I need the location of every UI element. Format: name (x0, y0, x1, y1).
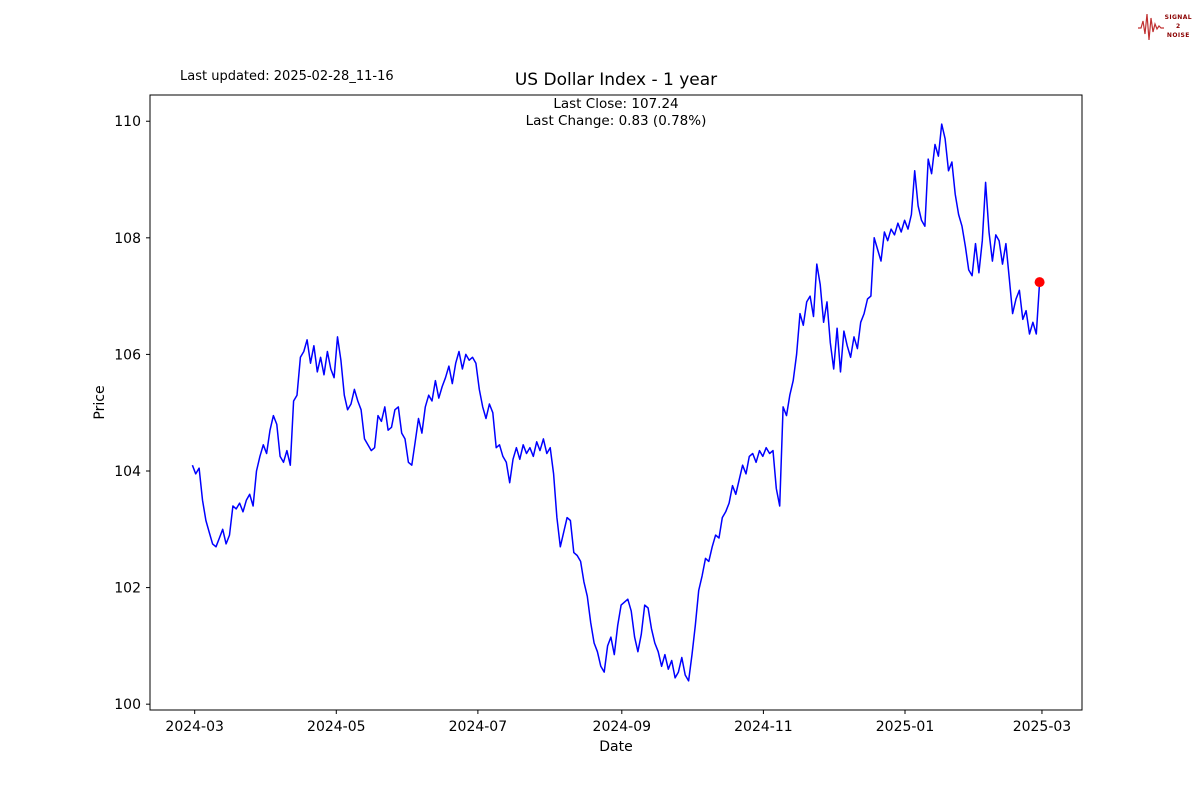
x-tick-label: 2025-03 (1013, 719, 1072, 735)
y-tick-label: 104 (114, 464, 141, 480)
plot-border (149, 94, 1083, 711)
logo-text: SIGNAL 2 NOISE (1165, 13, 1192, 40)
y-tick-label: 110 (114, 114, 141, 130)
y-tick-label: 106 (114, 347, 141, 363)
x-tick-label: 2024-09 (593, 719, 652, 735)
signal2noise-logo: SIGNAL 2 NOISE (1137, 6, 1192, 46)
chart-title: US Dollar Index - 1 year (514, 70, 718, 90)
x-tick-label: 2025-01 (876, 719, 935, 735)
logo-line3: NOISE (1166, 31, 1190, 39)
y-tick-label: 102 (114, 581, 141, 597)
last-updated-text: Last updated: 2025-02-28_11-16 (180, 69, 394, 84)
waveform-icon (1137, 13, 1164, 41)
last-change-text: Last Change: 0.83 (0.78%) (525, 112, 707, 129)
x-tick-label: 2024-05 (307, 719, 366, 735)
chart-annotation: Last Close: 107.24 Last Change: 0.83 (0.… (150, 96, 1082, 129)
x-axis-label: Date (599, 739, 632, 755)
x-tick-label: 2024-07 (449, 719, 508, 735)
logo-line2: 2 (1176, 22, 1181, 30)
y-tick-label: 100 (114, 697, 141, 713)
logo-line1: SIGNAL (1164, 13, 1192, 21)
last-point-marker (1034, 277, 1045, 288)
x-tick-label: 2024-03 (165, 719, 224, 735)
x-tick-label: 2024-11 (734, 719, 793, 735)
y-tick-label: 108 (114, 231, 141, 247)
y-axis-label: Price (92, 385, 108, 419)
price-line (191, 123, 1041, 682)
last-close-text: Last Close: 107.24 (553, 96, 679, 112)
